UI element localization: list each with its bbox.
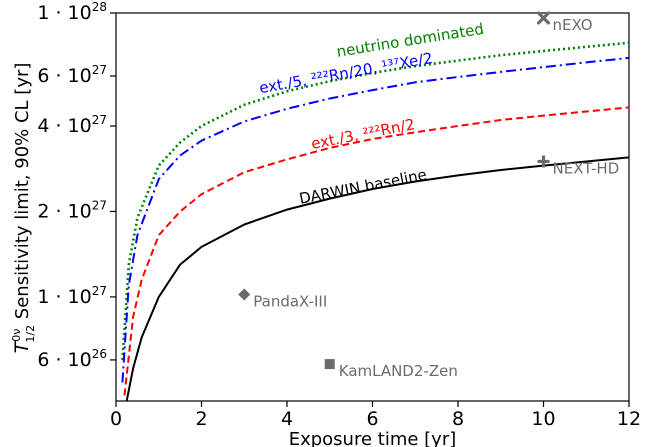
x-tick-label: 6 (366, 408, 378, 430)
y-tick-label: 1 · 1027 (37, 284, 107, 308)
x-tick-label: 12 (617, 408, 641, 430)
y-tick-label: 2 · 1027 (37, 198, 107, 222)
series-label: DARWIN baseline (298, 165, 428, 207)
x-axis-title: Exposure time [yr] (289, 429, 457, 447)
y-tick-label: 6 · 1027 (37, 63, 107, 87)
x-tick-label: 0 (110, 408, 122, 430)
x-tick-label: 2 (195, 408, 207, 430)
experiment-marker (238, 288, 250, 300)
experiment-marker (539, 13, 549, 23)
series-label: ext./3, ²²²Rn/2 (310, 115, 417, 153)
experiment-label: KamLAND2-Zen (339, 362, 458, 380)
curves-group (122, 43, 629, 401)
chart-marks: 0 2 4 6 8 10 12 1 · 1028 6 · 1027 4 · 1027 2 · 102… (10, 0, 641, 447)
series-line-2 (125, 107, 630, 395)
experiment-marker (325, 359, 335, 369)
y-tick-label: 4 · 1027 (37, 113, 107, 137)
experiment-label: NEXT-HD (553, 159, 620, 177)
experiment-label: PandaX-III (253, 292, 327, 310)
series-line-1 (122, 58, 629, 383)
y-tick-label: 1 · 1028 (37, 0, 107, 24)
x-tick-label: 8 (452, 408, 464, 430)
experiment-label: nEXO (553, 16, 593, 34)
y-tick-label: 6 · 1026 (37, 347, 107, 371)
x-tick-label: 4 (281, 408, 293, 430)
y-axis-title: T0ν1/2 Sensitivity limit, 90% CL [yr] (10, 63, 37, 354)
x-tick-label: 10 (531, 408, 555, 430)
